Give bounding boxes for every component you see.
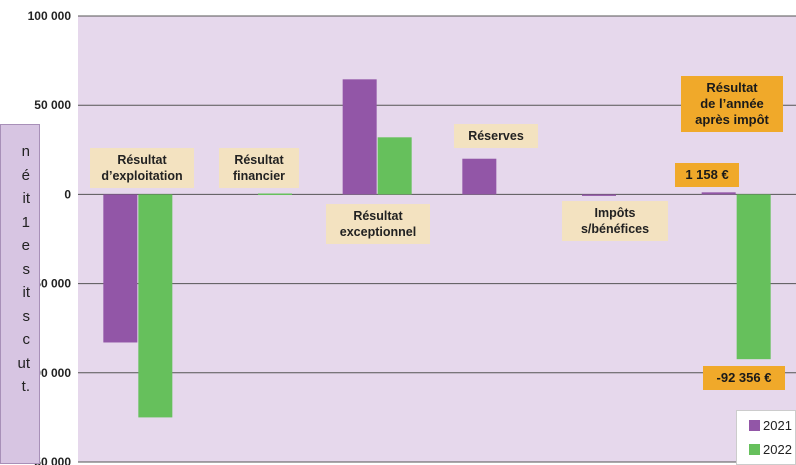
side-text-line: e	[21, 237, 30, 254]
bar-2021-0	[103, 194, 138, 343]
label-financier: Résultat financier	[219, 148, 299, 188]
side-text-line: it	[22, 284, 31, 301]
legend-item-2021: 2021	[749, 419, 792, 433]
legend: 2021 2022	[736, 410, 796, 465]
plot-background	[78, 16, 796, 462]
bar-2022-2	[377, 137, 412, 195]
y-tick-label: 00 000	[34, 366, 71, 380]
legend-swatch-2021	[749, 420, 760, 431]
side-text-line: s	[22, 260, 31, 278]
label-reserves: Réserves	[454, 124, 538, 148]
label-exploitation: Résultat d’exploitation	[90, 148, 194, 188]
bar-2022-1	[258, 193, 292, 196]
side-text-panel: n é it 1 e s it s c ut t.	[0, 124, 40, 464]
bar-2022-5	[736, 194, 771, 360]
bar-2021-3	[462, 158, 497, 195]
side-text-line: é	[21, 166, 30, 184]
y-tick-label: 50 000	[34, 455, 71, 465]
side-text-line: it	[22, 190, 31, 207]
y-tick-label: 100 000	[28, 9, 72, 23]
side-text-line: n	[21, 143, 30, 160]
side-text-line: s	[22, 307, 31, 325]
legend-swatch-2022	[749, 444, 760, 455]
side-text-line: c	[22, 331, 31, 348]
side-text-line: t.	[21, 378, 30, 395]
label-impots: Impôts s/bénéfices	[562, 201, 668, 241]
label-exceptionnel: Résultat exceptionnel	[326, 204, 430, 244]
y-tick-label: 50 000	[34, 277, 71, 291]
side-text-line: ut	[17, 354, 30, 372]
value-label-2021: 1 158 €	[675, 163, 739, 187]
legend-item-2022: 2022	[749, 443, 792, 457]
side-text-line: 1	[21, 213, 30, 231]
y-tick-label: 0	[64, 187, 71, 201]
bar-2021-2	[342, 79, 377, 195]
bar-2021-4	[582, 194, 616, 196]
bar-2022-0	[138, 194, 173, 418]
bar-2021-5	[701, 192, 736, 195]
value-label-2022: -92 356 €	[703, 366, 785, 390]
y-tick-label: 50 000	[34, 98, 71, 112]
label-resultat-annee: Résultat de l’année après impôt	[681, 76, 783, 132]
